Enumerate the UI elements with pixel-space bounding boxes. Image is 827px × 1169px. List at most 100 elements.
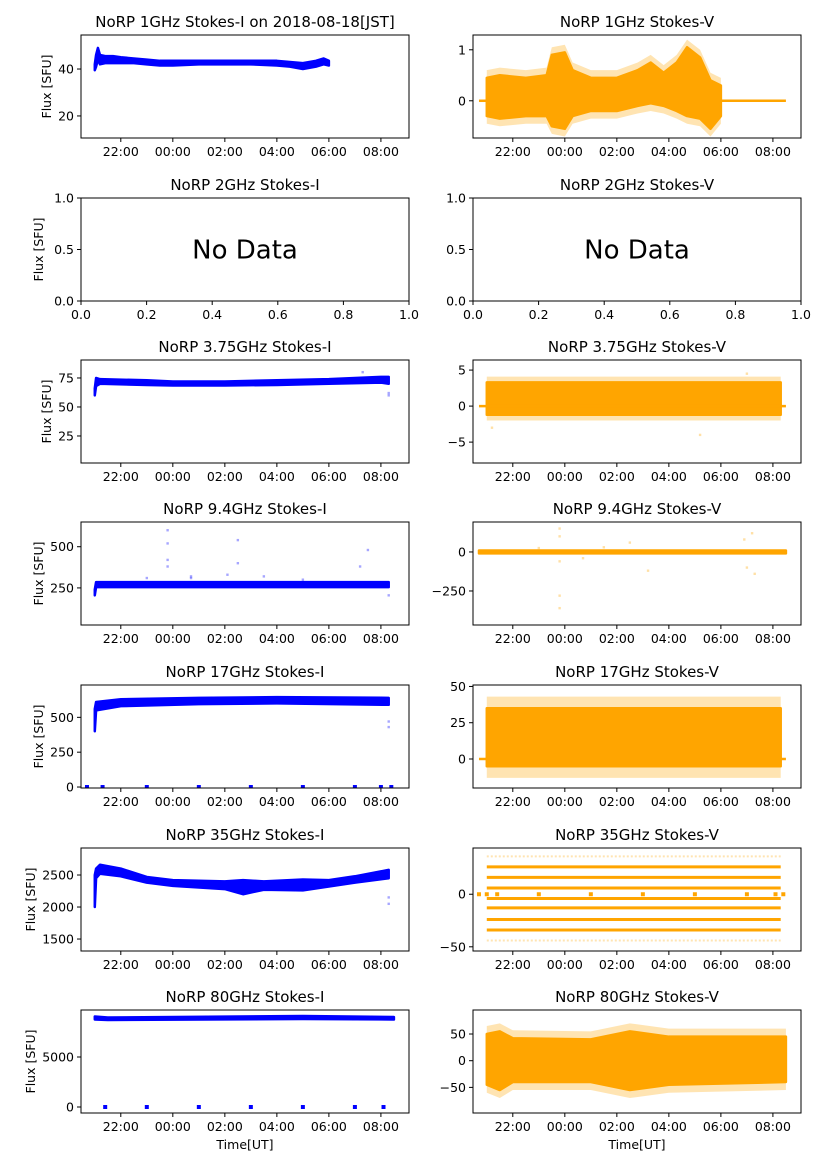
outlier-point xyxy=(166,565,169,568)
subplot-1: NoRP 1GHz Stokes-V 22:00 00:00 02:00 04:00 06… xyxy=(458,13,802,159)
x-tick-label: 04:00 xyxy=(651,469,687,484)
outlier-point xyxy=(387,394,390,397)
subplot-title: NoRP 1GHz Stokes-V xyxy=(560,13,715,31)
x-tick-label: 06:00 xyxy=(311,794,347,809)
outlier-point xyxy=(145,576,149,580)
x-tick-label: 02:00 xyxy=(207,794,243,809)
plot-area xyxy=(478,39,786,137)
x-tick-label: 0.0 xyxy=(71,307,91,322)
x-tick-label: 00:00 xyxy=(547,631,583,646)
outlier-point xyxy=(490,426,494,429)
zero-point xyxy=(640,892,645,897)
subplot-title: NoRP 9.4GHz Stokes-V xyxy=(553,500,722,518)
x-tick-label: 22:00 xyxy=(495,631,531,646)
zero-point xyxy=(484,892,489,897)
outlier-point xyxy=(166,529,169,532)
x-tick-label: 22:00 xyxy=(103,957,139,972)
y-tick-label: 0 xyxy=(66,1100,74,1115)
y-tick-label: 2000 xyxy=(42,900,74,915)
zero-point xyxy=(588,892,593,897)
x-tick-label: 22:00 xyxy=(495,144,531,159)
subplot-2: NoRP 2GHz Stokes-I 0.0 0.2 0.4 0.6 0.8 1.0 0.0 0… xyxy=(31,176,419,322)
zero-point xyxy=(744,892,749,897)
data-band xyxy=(93,375,390,397)
x-tick-label: 22:00 xyxy=(103,144,139,159)
zero-point xyxy=(692,892,697,897)
y-axis-label: Flux [SFU] xyxy=(39,380,54,444)
x-tick-label: 22:00 xyxy=(103,469,139,484)
x-tick-label: 02:00 xyxy=(599,794,635,809)
y-tick-label: 0 xyxy=(66,780,74,795)
zero-point xyxy=(389,785,394,788)
y-tick-label: 50 xyxy=(450,1027,466,1042)
plot-area xyxy=(93,863,390,909)
data-band xyxy=(477,549,788,555)
zero-point xyxy=(378,785,383,788)
axes-frame xyxy=(80,1009,410,1114)
y-tick-label: −250 xyxy=(432,583,466,598)
y-tick-label: 0 xyxy=(458,544,466,559)
data-band xyxy=(93,580,390,597)
x-tick-label: 08:00 xyxy=(755,144,791,159)
x-tick-label: 06:00 xyxy=(703,631,739,646)
plot-area xyxy=(477,527,788,610)
y-axis-label: Flux [SFU] xyxy=(31,542,46,606)
subplot-3: NoRP 2GHz Stokes-V 0.0 0.2 0.4 0.6 0.8 1.0 0.0 0… xyxy=(446,176,811,322)
zero-point xyxy=(476,892,481,897)
x-tick-label: 00:00 xyxy=(547,957,583,972)
y-tick-label: 2500 xyxy=(42,868,74,883)
outlier-point xyxy=(189,576,193,580)
y-axis-label: Flux [SFU] xyxy=(31,705,46,769)
axes-frame xyxy=(472,34,802,139)
y-axis-label: Flux [SFU] xyxy=(23,868,38,932)
y-axis-label: Flux [SFU] xyxy=(39,55,54,119)
x-tick-label: 04:00 xyxy=(259,469,295,484)
x-tick-label: 04:00 xyxy=(259,957,295,972)
outlier-point xyxy=(387,720,390,723)
y-tick-label: 50 xyxy=(58,399,74,414)
data-band xyxy=(485,381,782,416)
outlier-point xyxy=(558,594,561,597)
outlier-point xyxy=(602,546,606,549)
y-tick-label: −50 xyxy=(440,939,466,954)
y-tick-label: 0 xyxy=(458,399,466,414)
outlier-point xyxy=(646,569,650,572)
outlier-point xyxy=(750,532,754,535)
zero-point xyxy=(248,785,253,788)
subplot-title: NoRP 2GHz Stokes-I xyxy=(170,176,319,194)
zero-point xyxy=(773,892,778,897)
outlier-point xyxy=(558,535,561,538)
x-tick-label: 22:00 xyxy=(495,957,531,972)
y-tick-label: 0.0 xyxy=(446,294,466,309)
x-tick-label: 08:00 xyxy=(755,469,791,484)
subplot-6: NoRP 9.4GHz Stokes-I 22:00 00:00 02:00 04:00… xyxy=(31,500,410,646)
y-tick-label: 50 xyxy=(450,679,466,694)
x-tick-label: 0.8 xyxy=(333,307,353,322)
data-band xyxy=(93,46,331,72)
x-tick-label: 02:00 xyxy=(207,144,243,159)
x-tick-label: 0.6 xyxy=(660,307,680,322)
x-tick-label: 02:00 xyxy=(599,957,635,972)
x-tick-label: 08:00 xyxy=(363,794,399,809)
plot-area xyxy=(84,695,394,788)
y-tick-label: 40 xyxy=(58,62,74,77)
x-tick-label: 04:00 xyxy=(651,144,687,159)
x-tick-label: 02:00 xyxy=(207,957,243,972)
outlier-point xyxy=(558,606,561,610)
y-tick-label: 0 xyxy=(458,1053,466,1068)
x-tick-label: 04:00 xyxy=(259,1119,295,1134)
zero-point xyxy=(495,892,500,897)
outlier-point xyxy=(358,565,362,568)
plot-area xyxy=(93,1014,396,1109)
data-band xyxy=(93,1014,396,1022)
x-tick-label: 04:00 xyxy=(259,794,295,809)
axes-frame xyxy=(80,684,410,789)
x-tick-label: 00:00 xyxy=(547,794,583,809)
subplot-title: NoRP 1GHz Stokes-I on 2018-08-18[JST] xyxy=(95,13,395,31)
outlier-point xyxy=(226,573,229,576)
subplot-4: NoRP 3.75GHz Stokes-I 22:00 00:00 02:00 04:0… xyxy=(39,338,410,484)
x-tick-label: 04:00 xyxy=(259,144,295,159)
x-tick-label: 06:00 xyxy=(703,957,739,972)
subplot-title: NoRP 80GHz Stokes-I xyxy=(166,988,325,1006)
outlier-point xyxy=(558,560,561,563)
